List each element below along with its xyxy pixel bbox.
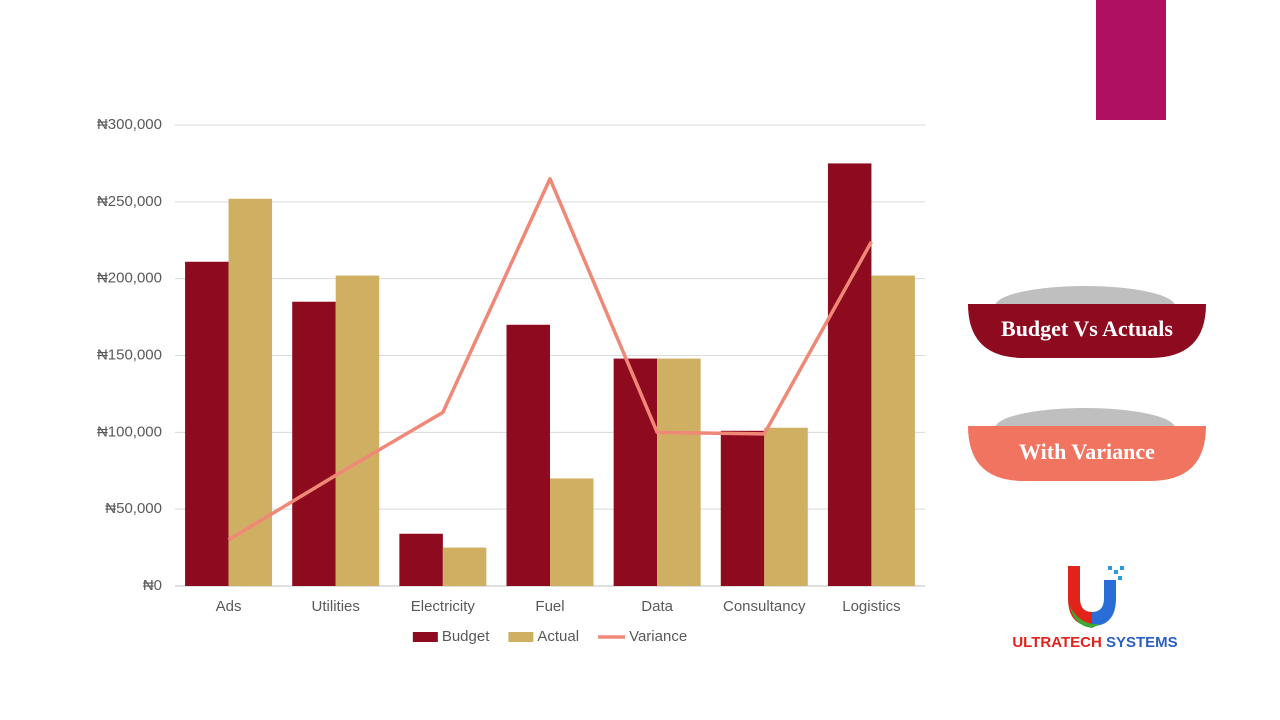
logo-word: ULTRATECH (1012, 634, 1101, 651)
x-tick-label: Ads (216, 598, 242, 615)
line (227, 177, 873, 542)
logo-dot (1118, 576, 1122, 580)
banner-text: With Variance (1019, 439, 1155, 464)
legend-key (508, 632, 534, 642)
logo-dot (1108, 566, 1112, 570)
y-tick-label: ₦0 (143, 577, 162, 594)
bar (720, 430, 765, 586)
bar (871, 275, 915, 586)
logo-shape (1092, 580, 1116, 626)
logo-text: ULTRATECH SYSTEMS (1012, 634, 1177, 651)
logo-shape (1068, 566, 1092, 626)
legend-label: Actual (537, 628, 579, 645)
bar (399, 533, 443, 586)
bar (292, 301, 336, 586)
bar (657, 358, 701, 586)
bar (442, 547, 487, 586)
logo-word: SYSTEMS (1106, 634, 1178, 651)
legend-key (412, 632, 438, 642)
logo-shape (1070, 606, 1100, 628)
y-tick-label: ₦250,000 (97, 193, 162, 210)
x-tick-label: Logistics (842, 598, 900, 615)
bar (335, 275, 380, 586)
bar (185, 261, 229, 586)
logo: ULTRATECH SYSTEMS (1012, 566, 1178, 651)
y-tick-label: ₦100,000 (97, 423, 162, 440)
banner (968, 426, 1206, 481)
legend: Budget Actual Variance (412, 628, 687, 645)
bar (506, 324, 550, 586)
bar (550, 478, 594, 586)
y-tick-label: ₦200,000 (97, 270, 162, 287)
accent-bar (1096, 0, 1166, 120)
bar (764, 427, 808, 586)
y-tick-label: ₦300,000 (97, 116, 162, 133)
bar (827, 163, 872, 586)
x-tick-label: Fuel (535, 598, 564, 615)
banner-text: Budget Vs Actuals (1001, 316, 1173, 341)
x-tick-label: Electricity (411, 598, 476, 615)
legend-label: Variance (629, 628, 687, 645)
banner (968, 304, 1206, 358)
y-tick-label: ₦150,000 (97, 346, 162, 363)
legend-label: Budget (442, 628, 490, 645)
bar (228, 198, 273, 586)
logo-dot (1120, 566, 1124, 570)
logo-dot (1114, 570, 1118, 574)
x-tick-label: Data (641, 598, 673, 615)
x-tick-label: Consultancy (723, 598, 806, 615)
x-tick-label: Utilities (312, 598, 360, 615)
bar (613, 358, 658, 586)
y-tick-label: ₦50,000 (105, 500, 162, 517)
